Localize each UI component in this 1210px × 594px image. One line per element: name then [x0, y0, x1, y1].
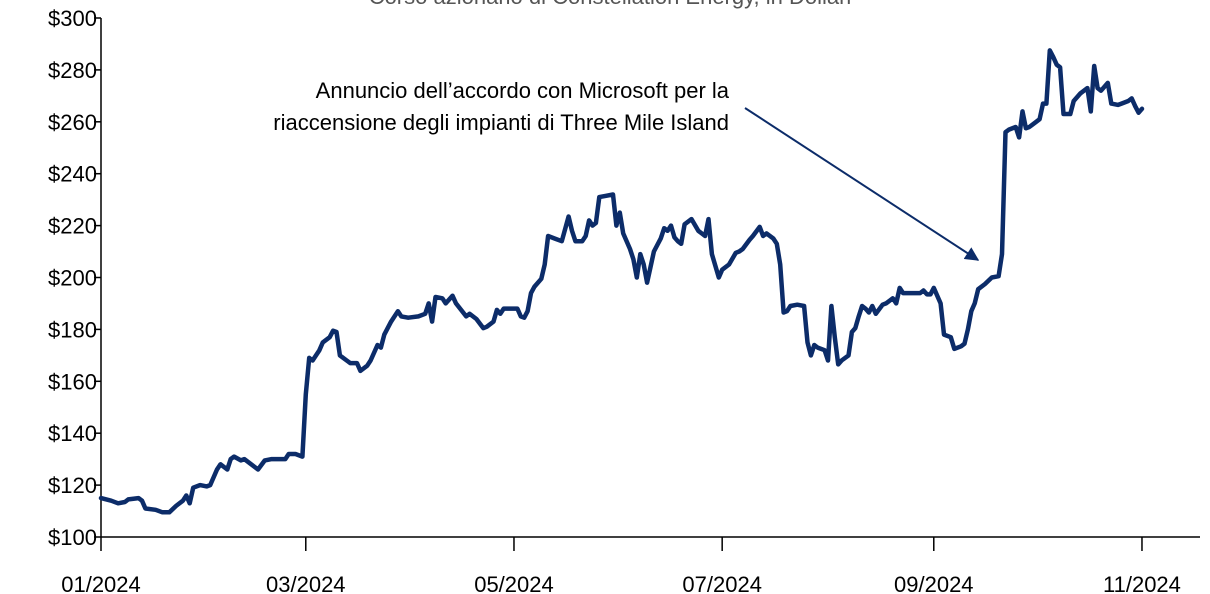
- y-tick-label: $240: [48, 162, 97, 187]
- x-tick-label: 07/2024: [682, 572, 762, 594]
- price-line: [98, 48, 1145, 515]
- x-tick-label: 11/2024: [1103, 572, 1181, 594]
- y-tick-label: $300: [48, 6, 97, 31]
- x-tick-label: 03/2024: [266, 572, 346, 594]
- x-tick-label: 09/2024: [894, 572, 974, 594]
- y-tick-label: $200: [48, 266, 97, 291]
- y-tick-label: $120: [48, 473, 97, 498]
- y-tick-label: $220: [48, 214, 97, 239]
- annotation: Annuncio dell’accordo con Microsoft per …: [316, 78, 730, 103]
- y-tick-label: $180: [48, 317, 97, 342]
- y-tick-label: $160: [48, 369, 97, 394]
- y-tick-label: $140: [48, 421, 97, 446]
- x-tick-label: 05/2024: [474, 572, 554, 594]
- x-tick-label: 01/2024: [61, 572, 141, 594]
- y-tick-label: $260: [48, 110, 97, 135]
- annotation: riaccensione degli impianti di Three Mil…: [273, 110, 729, 135]
- annotation-arrow: [744, 107, 980, 261]
- chart-title: Corso azionario di Constellation Energy,…: [369, 0, 852, 9]
- y-tick-label: $280: [48, 58, 97, 83]
- y-tick-label: $100: [48, 525, 97, 550]
